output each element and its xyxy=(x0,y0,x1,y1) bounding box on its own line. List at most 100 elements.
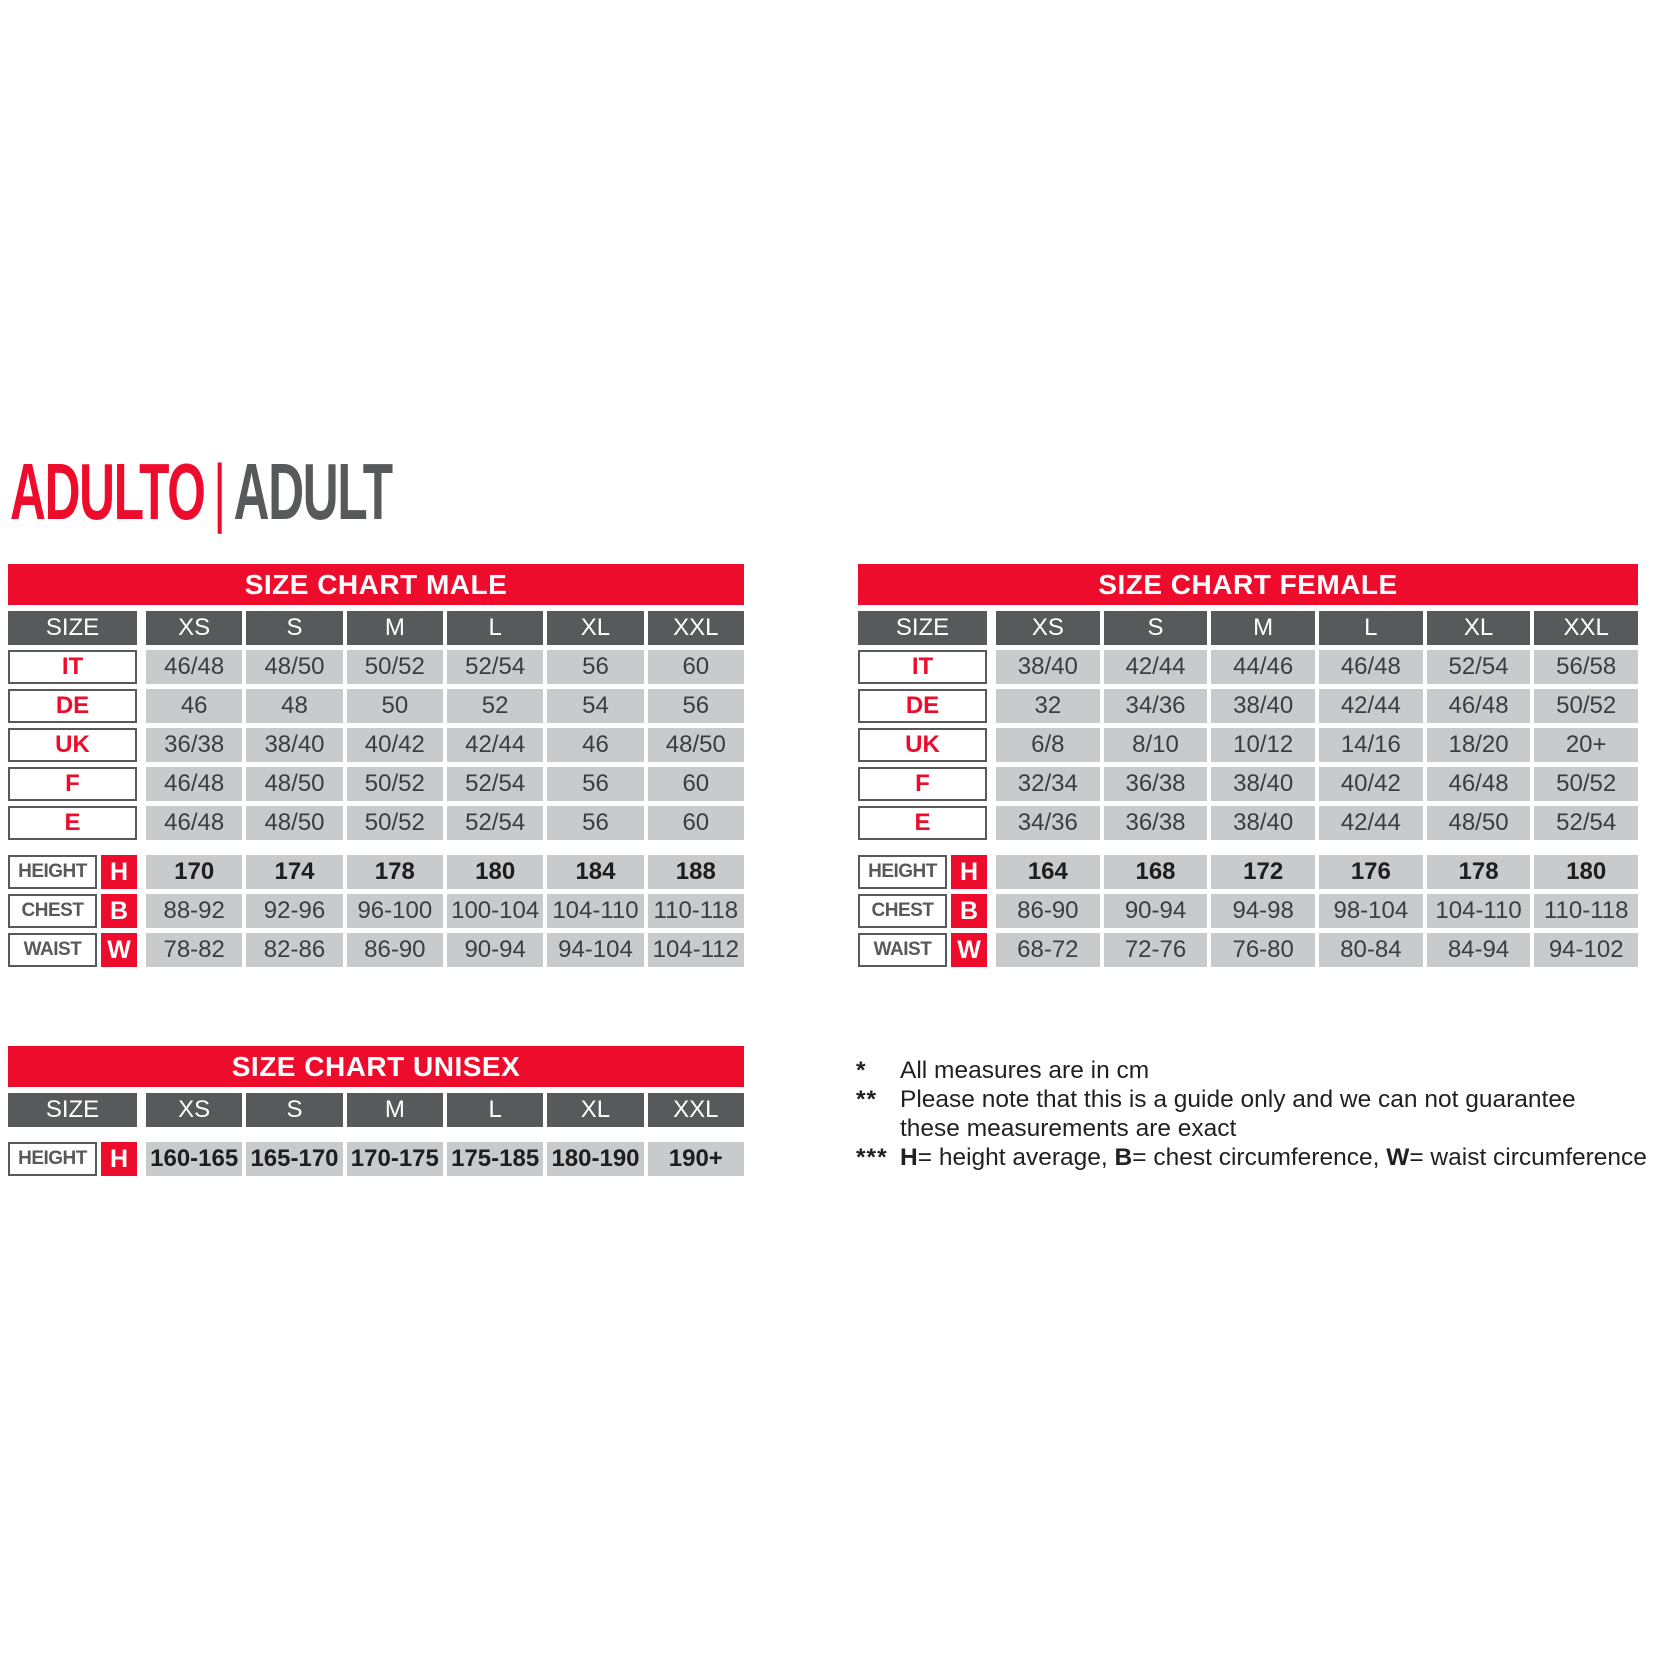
size-value-cell: 56 xyxy=(547,767,644,801)
row-cells: 170 174 178 180 184 188 xyxy=(146,855,744,889)
size-header-label: SIZE xyxy=(8,1093,137,1127)
measure-value-cell: 180 xyxy=(446,855,544,889)
row-cells: 88-92 92-96 96-100 100-104 104-110 110-118 xyxy=(146,894,744,928)
measure-label-wrap: WAIST W xyxy=(858,933,987,967)
measure-value-cell: 168 xyxy=(1103,855,1208,889)
size-value-cell: 32 xyxy=(996,689,1100,723)
measure-letter-badge: H xyxy=(101,855,137,889)
size-row-label: E xyxy=(8,806,137,840)
footnote-text: H= height average, B= chest circumferenc… xyxy=(900,1143,1648,1172)
size-row: IT 46/48 48/50 50/52 52/54 56 60 xyxy=(8,650,744,684)
measure-value-cell: 78-82 xyxy=(146,933,243,967)
size-value-cell: 48 xyxy=(246,689,343,723)
footnotes: * All measures are in cm ** Please note tha… xyxy=(856,1056,1648,1172)
measure-value-cell: 160-165 xyxy=(146,1142,243,1176)
size-value-cell: 10/12 xyxy=(1211,728,1316,762)
column-header-cell: XS xyxy=(996,611,1100,645)
measure-row: WAIST W 78-82 82-86 86-90 90-94 94-104 104-112 xyxy=(8,933,744,967)
size-row-label: DE xyxy=(8,689,137,723)
measure-value-cell: 174 xyxy=(246,855,343,889)
column-header-row: SIZE XS S M L XL XXL xyxy=(8,1093,744,1127)
size-value-cell: 42/44 xyxy=(1319,689,1423,723)
measure-letter-badge: H xyxy=(951,855,987,889)
measure-value-cell: 90-94 xyxy=(1103,894,1208,928)
measure-value-cell: 180-190 xyxy=(547,1142,644,1176)
footnote-star: *** xyxy=(856,1144,888,1171)
measure-value-cell: 170 xyxy=(146,855,243,889)
size-value-cell: 38/40 xyxy=(1211,689,1316,723)
row-cells: 78-82 82-86 86-90 90-94 94-104 104-112 xyxy=(146,933,744,967)
size-value-cell: 36/38 xyxy=(146,728,243,762)
size-row: F 46/48 48/50 50/52 52/54 56 60 xyxy=(8,767,744,801)
measure-label: CHEST xyxy=(858,894,947,928)
row-cells: 46 48 50 52 54 56 xyxy=(146,689,744,723)
row-cells: 46/48 48/50 50/52 52/54 56 60 xyxy=(146,806,744,840)
footnote-text-part: All measures are in cm xyxy=(900,1057,1150,1084)
measure-row: CHEST B 86-90 90-94 94-98 98-104 104-110 110-11… xyxy=(858,894,1639,928)
measure-row: WAIST W 68-72 72-76 76-80 80-84 84-94 94-102 xyxy=(858,933,1639,967)
size-value-cell: 54 xyxy=(547,689,644,723)
column-header-cell: M xyxy=(1211,611,1316,645)
measure-label-wrap: CHEST B xyxy=(858,894,987,928)
row-cells: XS S M L XL XXL xyxy=(146,1093,744,1127)
row-cells: 68-72 72-76 76-80 80-84 84-94 94-102 xyxy=(996,933,1639,967)
measure-value-cell: 86-90 xyxy=(996,894,1100,928)
page-title: ADULTO | ADULT xyxy=(10,452,393,532)
footnote-line: these measurements are exact xyxy=(856,1114,1648,1143)
measure-value-cell: 184 xyxy=(547,855,644,889)
size-value-cell: 38/40 xyxy=(1211,767,1316,801)
table-body: SIZE XS S M L XL XXL IT 38/40 42/44 44/46 46/48 52/5… xyxy=(858,611,1639,967)
footnote-text: All measures are in cm xyxy=(900,1056,1648,1085)
measure-label: HEIGHT xyxy=(858,855,947,889)
measure-label-wrap: HEIGHT H xyxy=(8,855,137,889)
measure-label: WAIST xyxy=(8,933,97,967)
size-value-cell: 42/44 xyxy=(446,728,544,762)
measure-value-cell: 90-94 xyxy=(446,933,544,967)
size-value-cell: 34/36 xyxy=(1103,689,1208,723)
row-cells: 32 34/36 38/40 42/44 46/48 50/52 xyxy=(996,689,1639,723)
size-value-cell: 60 xyxy=(647,767,744,801)
row-cells: 164 168 172 176 178 180 xyxy=(996,855,1639,889)
size-value-cell: 52/54 xyxy=(1534,806,1639,840)
row-cells: 6/8 8/10 10/12 14/16 18/20 20+ xyxy=(996,728,1639,762)
measure-value-cell: 80-84 xyxy=(1319,933,1423,967)
size-row-label: DE xyxy=(858,689,987,723)
size-value-cell: 50 xyxy=(346,689,443,723)
column-header-cell: XL xyxy=(547,611,644,645)
measure-row: CHEST B 88-92 92-96 96-100 100-104 104-110 110-… xyxy=(8,894,744,928)
column-header-row: SIZE XS S M L XL XXL xyxy=(858,611,1639,645)
size-value-cell: 42/44 xyxy=(1103,650,1208,684)
column-header-row: SIZE XS S M L XL XXL xyxy=(8,611,744,645)
measure-value-cell: 170-175 xyxy=(346,1142,443,1176)
measure-value-cell: 86-90 xyxy=(346,933,443,967)
measure-label-wrap: HEIGHT H xyxy=(858,855,987,889)
footnote-text-part: = chest circumference, xyxy=(1132,1144,1387,1171)
footnote-text-part: these measurements are exact xyxy=(900,1115,1237,1142)
measure-value-cell: 98-104 xyxy=(1319,894,1423,928)
column-header-cell: XS xyxy=(146,1093,243,1127)
table-title-bar: SIZE CHART MALE xyxy=(8,564,744,605)
footnote-text: these measurements are exact xyxy=(900,1114,1648,1143)
row-cells: XS S M L XL XXL xyxy=(146,611,744,645)
size-value-cell: 48/50 xyxy=(246,806,343,840)
column-header-cell: XXL xyxy=(647,1093,744,1127)
row-cells: 86-90 90-94 94-98 98-104 104-110 110-118 xyxy=(996,894,1639,928)
column-header-cell: XXL xyxy=(647,611,744,645)
size-value-cell: 38/40 xyxy=(996,650,1100,684)
page-title-secondary: ADULT xyxy=(233,447,393,536)
column-header-cell: S xyxy=(246,611,343,645)
size-value-cell: 32/34 xyxy=(996,767,1100,801)
table-body: SIZE XS S M L XL XXL HEIGHT H 160-165 165-170 170-1… xyxy=(8,1093,744,1176)
footnote-key-letter: B xyxy=(1114,1144,1133,1171)
measure-value-cell: 164 xyxy=(996,855,1100,889)
size-row: UK 6/8 8/10 10/12 14/16 18/20 20+ xyxy=(858,728,1639,762)
measure-value-cell: 190+ xyxy=(647,1142,744,1176)
measure-value-cell: 84-94 xyxy=(1426,933,1531,967)
size-row: DE 32 34/36 38/40 42/44 46/48 50/52 xyxy=(858,689,1639,723)
measure-row: HEIGHT H 160-165 165-170 170-175 175-185 180-1… xyxy=(8,1142,744,1176)
footnote-text: Please note that this is a guide only an… xyxy=(900,1085,1648,1114)
size-chart-female-table: SIZE CHART FEMALE SIZE XS S M L XL XXL IT 38/40 4… xyxy=(858,564,1639,967)
size-value-cell: 38/40 xyxy=(246,728,343,762)
measure-value-cell: 68-72 xyxy=(996,933,1100,967)
column-header-cell: L xyxy=(1319,611,1423,645)
